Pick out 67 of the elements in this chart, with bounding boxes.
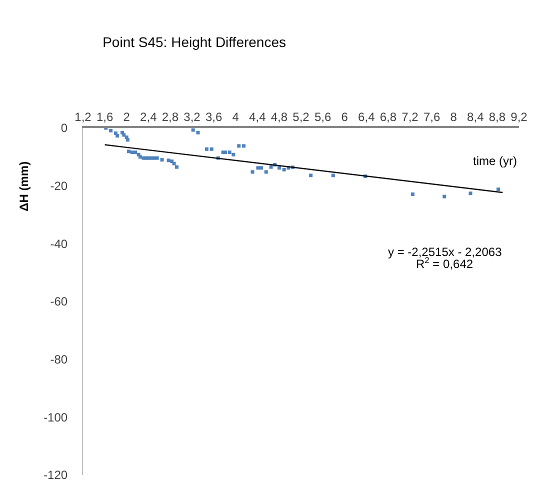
x-tick-label: 1,2: [74, 110, 92, 124]
point: [204, 147, 208, 151]
point: [224, 150, 227, 154]
y-tick-label: -120: [44, 468, 68, 482]
point: [155, 156, 159, 160]
point: [210, 147, 214, 151]
y-tick-label: -60: [50, 294, 68, 309]
x-tick-label: 8: [450, 110, 458, 124]
point: [126, 138, 130, 142]
y-axis-title: ΔH (mm): [16, 161, 31, 212]
x-tick-label: 6,4: [358, 110, 376, 124]
x-tick-label: 4,8: [270, 110, 288, 124]
x-tick-label: 2,4: [140, 110, 158, 124]
point: [309, 174, 313, 178]
point: [109, 128, 113, 132]
point: [442, 194, 446, 198]
x-tick-label: 5,6: [314, 110, 332, 124]
point: [259, 166, 263, 170]
y-tick-label: 0: [60, 121, 68, 136]
point: [196, 130, 200, 134]
point: [242, 144, 246, 148]
x-tick-label: 4,4: [249, 110, 266, 124]
point: [174, 165, 178, 169]
point: [160, 158, 164, 162]
x-tick-label: 6: [341, 110, 348, 124]
y-tick-label: -40: [50, 236, 68, 251]
point: [410, 192, 414, 196]
y-tick-label: -80: [50, 352, 68, 367]
point: [134, 150, 138, 154]
x-tick-label: 7,2: [402, 110, 419, 124]
point: [232, 152, 236, 156]
point: [127, 150, 131, 154]
point: [191, 128, 195, 132]
point: [138, 155, 142, 159]
point: [282, 168, 286, 172]
chart-title: Point S45: Height Differences: [102, 34, 286, 50]
point: [172, 162, 176, 166]
point: [277, 166, 281, 170]
point: [250, 170, 254, 174]
point: [331, 174, 335, 178]
point: [116, 134, 120, 138]
point: [228, 150, 232, 154]
point: [496, 188, 500, 192]
x-tick-label: 4: [232, 110, 240, 124]
x-tick-label: 2,8: [162, 110, 179, 124]
y-tick-label: -100: [44, 410, 68, 424]
point: [468, 192, 472, 196]
point: [166, 158, 170, 162]
point: [237, 144, 241, 148]
point: [256, 166, 260, 170]
x-tick-label: 5,2: [292, 110, 310, 124]
x-tick-label: 8,8: [488, 110, 506, 124]
x-tick-label: 2: [123, 110, 130, 124]
y-tick-label: -20: [50, 179, 68, 194]
x-tick-label: 8,4: [467, 110, 484, 124]
x-tick-label: 6,8: [380, 110, 397, 124]
x-tick-label: 7,6: [423, 110, 440, 124]
x-tick-label: 3,2: [184, 110, 201, 124]
point: [170, 160, 174, 163]
x-tick-label: 9,2: [510, 110, 528, 124]
x-tick-label: 1,6: [96, 110, 114, 124]
point: [269, 165, 273, 169]
x-tick-label: 3,6: [205, 110, 222, 124]
annotation: y = -2,2515x - 2,2063: [388, 245, 502, 259]
point: [122, 133, 126, 137]
point: [264, 170, 268, 174]
x-axis-title: time (yr): [473, 154, 517, 168]
